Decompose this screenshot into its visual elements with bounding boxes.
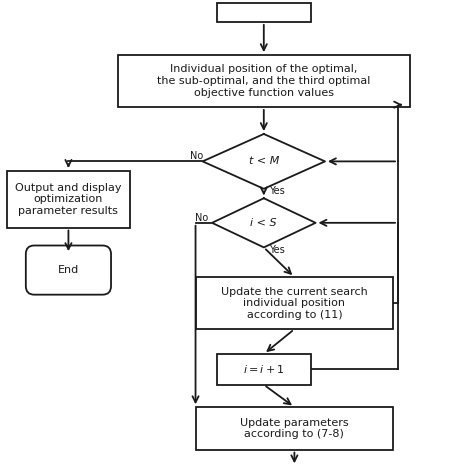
Text: i < S: i < S (250, 218, 277, 228)
Polygon shape (202, 134, 325, 189)
FancyBboxPatch shape (26, 246, 111, 295)
Text: t < M: t < M (249, 156, 279, 166)
Text: Individual position of the optimal,
the sub-optimal, and the third optimal
objec: Individual position of the optimal, the … (157, 64, 371, 98)
FancyBboxPatch shape (217, 3, 311, 22)
FancyBboxPatch shape (196, 407, 393, 450)
Text: Update the current search
individual position
according to (11): Update the current search individual pos… (221, 287, 368, 320)
Text: No: No (195, 213, 208, 223)
Text: No: No (190, 151, 203, 161)
FancyBboxPatch shape (217, 354, 311, 385)
Text: Yes: Yes (269, 186, 285, 196)
FancyBboxPatch shape (196, 277, 393, 329)
Text: Output and display
optimization
parameter results: Output and display optimization paramete… (15, 182, 122, 216)
FancyBboxPatch shape (118, 55, 410, 107)
Text: $i = i+1$: $i = i+1$ (243, 364, 284, 375)
Text: Update parameters
according to (7-8): Update parameters according to (7-8) (240, 418, 349, 439)
Text: Yes: Yes (269, 245, 285, 255)
FancyBboxPatch shape (7, 171, 129, 228)
Text: End: End (58, 265, 79, 275)
Polygon shape (212, 198, 316, 247)
